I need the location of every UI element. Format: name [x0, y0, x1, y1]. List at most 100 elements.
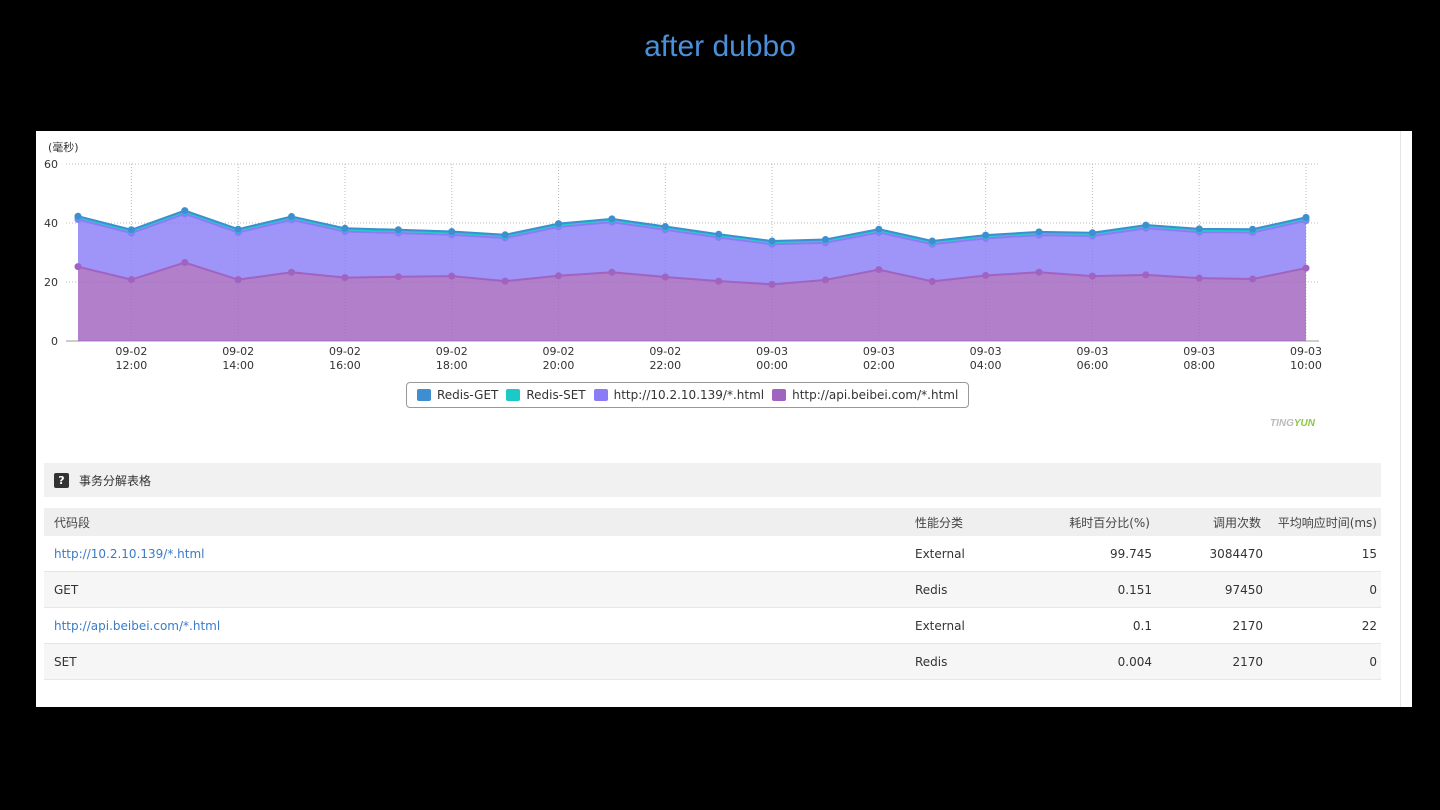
- segment-link[interactable]: http://10.2.10.139/*.html: [54, 546, 205, 561]
- x-tick-label: 04:00: [970, 359, 1002, 372]
- data-point: [982, 231, 990, 239]
- legend-label: http://10.2.10.139/*.html: [613, 388, 765, 402]
- x-tick-label: 09-02: [649, 345, 681, 358]
- series-area: [78, 213, 1306, 285]
- legend-label: http://api.beibei.com/*.html: [792, 388, 959, 402]
- data-point: [1142, 221, 1150, 229]
- legend-item[interactable]: Redis-GET: [417, 388, 498, 402]
- data-point: [394, 226, 402, 234]
- table-row: http://10.2.10.139/*.html External 99.74…: [44, 536, 1381, 572]
- y-tick-label: 40: [44, 217, 58, 230]
- data-point: [875, 225, 883, 233]
- legend-swatch: [772, 389, 787, 401]
- y-tick-label: 20: [44, 276, 58, 289]
- cell-category: External: [905, 536, 1020, 572]
- data-point: [555, 220, 563, 228]
- section-header: ? 事务分解表格: [44, 463, 1381, 497]
- table-header-row: 代码段 性能分类 耗时百分比(%) 调用次数 平均响应时间(ms): [44, 508, 1381, 536]
- x-tick-label: 09-02: [436, 345, 468, 358]
- header-calls: 调用次数: [1156, 508, 1267, 536]
- data-point: [875, 266, 883, 274]
- x-tick-label: 09-03: [1290, 345, 1322, 358]
- section-title: 事务分解表格: [79, 473, 152, 488]
- cell-category: Redis: [905, 571, 1020, 608]
- y-tick-label: 0: [51, 335, 58, 348]
- x-tick-label: 06:00: [1077, 359, 1109, 372]
- data-point: [448, 272, 456, 280]
- data-point: [928, 237, 936, 245]
- data-point: [661, 273, 669, 281]
- data-point: [288, 213, 296, 221]
- data-point: [821, 236, 829, 244]
- data-point: [181, 259, 189, 267]
- data-point: [608, 268, 616, 276]
- x-tick-label: 08:00: [1183, 359, 1215, 372]
- data-point: [715, 277, 723, 285]
- cell-percent: 0.151: [1020, 571, 1156, 608]
- x-tick-label: 22:00: [649, 359, 681, 372]
- data-point: [608, 215, 616, 223]
- cell-calls: 97450: [1156, 571, 1267, 608]
- cell-segment[interactable]: http://api.beibei.com/*.html: [44, 607, 905, 644]
- x-tick-label: 09-02: [115, 345, 147, 358]
- legend-item[interactable]: http://api.beibei.com/*.html: [772, 388, 958, 402]
- series-line: [77, 212, 1307, 246]
- data-point: [661, 223, 669, 231]
- data-point: [127, 276, 135, 284]
- legend-item[interactable]: Redis-SET: [506, 388, 586, 402]
- cell-percent: 0.004: [1020, 643, 1156, 680]
- cell-calls: 2170: [1156, 643, 1267, 680]
- cell-segment: GET: [44, 571, 905, 608]
- cell-category: External: [905, 607, 1020, 644]
- data-point: [555, 272, 563, 280]
- help-icon[interactable]: ?: [54, 472, 69, 488]
- x-tick-label: 09-02: [543, 345, 575, 358]
- data-point: [127, 226, 135, 234]
- data-point: [74, 212, 82, 220]
- series-line: [77, 209, 1307, 243]
- cell-calls: 3084470: [1156, 536, 1267, 572]
- header-segment: 代码段: [44, 508, 905, 536]
- data-point: [1302, 264, 1310, 272]
- report-panel: (毫秒) 0 20 40 60 09-02 12:00 09-02 14:00 09-02 16:0…: [36, 131, 1412, 707]
- series-area: [78, 262, 1306, 341]
- cell-calls: 2170: [1156, 607, 1267, 644]
- data-point: [1088, 272, 1096, 280]
- x-tick-label: 02:00: [863, 359, 895, 372]
- legend-swatch: [593, 389, 608, 401]
- cell-segment: SET: [44, 643, 905, 680]
- data-point: [234, 276, 242, 284]
- x-tick-label: 09-03: [863, 345, 895, 358]
- cell-avg: 0: [1267, 571, 1381, 608]
- x-tick-label: 00:00: [756, 359, 788, 372]
- data-point: [288, 268, 296, 276]
- header-percent: 耗时百分比(%): [1020, 508, 1156, 536]
- legend-item[interactable]: http://10.2.10.139/*.html: [593, 388, 765, 402]
- chart-legend: Redis-GET Redis-SET http://10.2.10.139/*.h…: [406, 382, 970, 408]
- x-tick-label: 09-03: [1076, 345, 1108, 358]
- x-tick-label: 09-03: [1183, 345, 1215, 358]
- header-avg: 平均响应时间(ms): [1267, 508, 1381, 536]
- x-tick-label: 09-02: [329, 345, 361, 358]
- cell-avg: 0: [1267, 643, 1381, 680]
- x-tick-label: 09-03: [970, 345, 1002, 358]
- table-row: GET Redis 0.151 97450 0: [44, 571, 1381, 608]
- response-time-chart: (毫秒)020406009-0212:0009-0214:0009-0216:0…: [44, 140, 1322, 372]
- legend-swatch: [506, 389, 521, 401]
- cell-avg: 22: [1267, 607, 1381, 644]
- x-tick-label: 20:00: [543, 359, 575, 372]
- cell-segment[interactable]: http://10.2.10.139/*.html: [44, 536, 905, 572]
- data-point: [501, 277, 509, 285]
- data-point: [394, 273, 402, 281]
- data-point: [1249, 275, 1257, 283]
- data-point: [1195, 225, 1203, 233]
- cell-percent: 99.745: [1020, 536, 1156, 572]
- segment-link[interactable]: http://api.beibei.com/*.html: [54, 618, 221, 633]
- data-point: [181, 207, 189, 215]
- data-point: [341, 274, 349, 282]
- data-point: [1249, 225, 1257, 233]
- data-point: [768, 237, 776, 245]
- panel-edge: [1400, 131, 1401, 707]
- data-point: [1302, 213, 1310, 221]
- x-tick-label: 10:00: [1290, 359, 1322, 372]
